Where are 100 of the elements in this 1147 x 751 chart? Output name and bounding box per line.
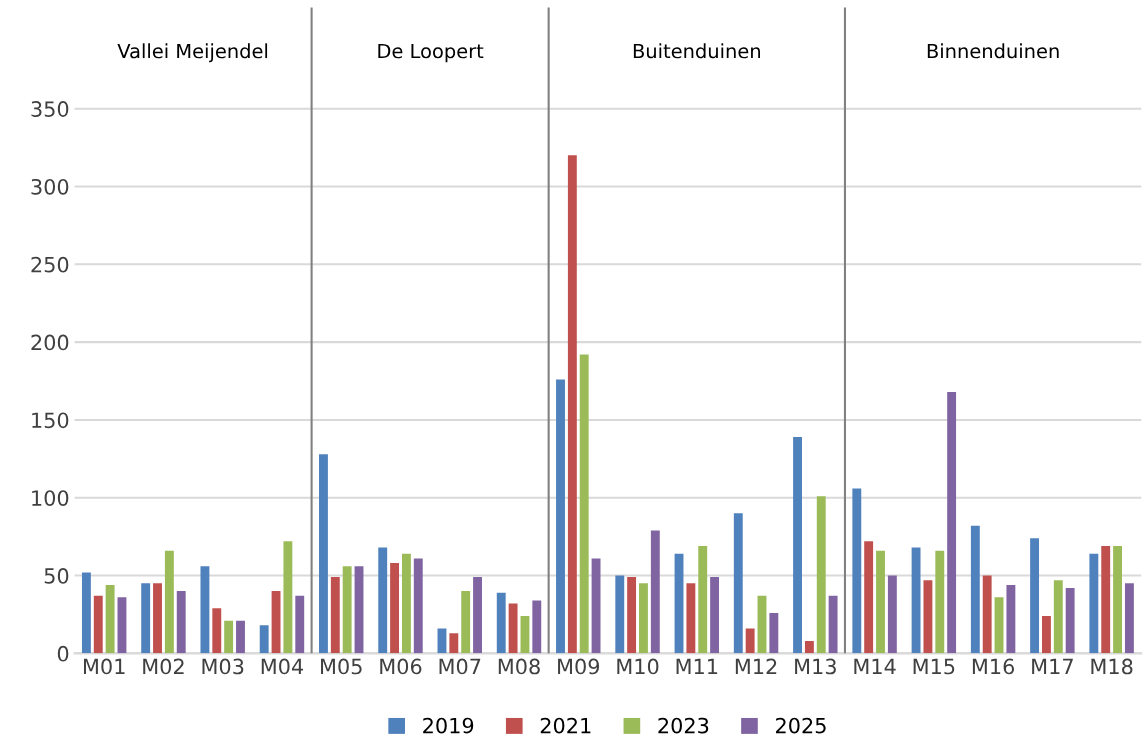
y-tick-label: 200 xyxy=(31,334,69,351)
y-tick-label: 150 xyxy=(32,412,69,429)
annotation: De Loopert xyxy=(378,43,484,63)
bar xyxy=(141,583,151,654)
bar xyxy=(401,553,411,654)
x-tick-label: M08 xyxy=(498,658,540,675)
bar xyxy=(710,577,720,654)
bar xyxy=(1065,588,1075,654)
y-tick-label: 350 xyxy=(31,101,69,117)
y-tick-label: 100 xyxy=(32,490,69,506)
bar xyxy=(236,620,245,654)
annotation: Binnenduinen xyxy=(927,43,1059,59)
bar xyxy=(164,550,174,654)
bar xyxy=(864,541,874,654)
x-tick-label: M11 xyxy=(676,658,718,675)
bar xyxy=(437,628,447,654)
bar xyxy=(200,566,210,654)
bar xyxy=(769,612,779,654)
x-tick-label: M12 xyxy=(735,658,777,675)
bar xyxy=(828,595,838,654)
bar xyxy=(627,577,637,654)
x-tick-label: M09 xyxy=(558,658,600,675)
legend-label: 2019 xyxy=(423,717,474,734)
bar xyxy=(615,575,625,654)
bar xyxy=(271,591,281,654)
bar xyxy=(935,550,945,654)
bar xyxy=(639,583,648,654)
bar xyxy=(390,563,400,654)
bar xyxy=(212,608,222,654)
y-tick-label: 0 xyxy=(57,645,69,662)
bar xyxy=(1089,553,1099,654)
bar xyxy=(532,600,542,654)
bar xyxy=(816,496,826,654)
bar xyxy=(283,541,293,654)
bar xyxy=(1006,584,1016,654)
x-tick-label: M02 xyxy=(143,658,184,675)
x-tick-label: M03 xyxy=(202,658,244,675)
bar xyxy=(876,550,885,654)
x-tick-label: M14 xyxy=(854,658,896,675)
bar xyxy=(887,575,897,654)
bar xyxy=(579,354,589,654)
bar xyxy=(1053,580,1063,654)
x-tick-label: M16 xyxy=(972,658,1015,675)
x-tick-label: M05 xyxy=(321,658,362,675)
bar xyxy=(567,155,577,654)
bar xyxy=(1113,545,1122,654)
bar xyxy=(473,577,482,654)
bar xyxy=(461,591,471,654)
annotation: Buitenduinen xyxy=(633,43,760,59)
bar xyxy=(520,616,530,654)
bar xyxy=(1101,545,1111,654)
legend-label: 2023 xyxy=(658,717,709,734)
y-tick-label: 250 xyxy=(31,256,69,273)
bar xyxy=(911,547,921,654)
bar xyxy=(947,391,957,654)
bar xyxy=(686,583,696,654)
bar xyxy=(378,547,388,654)
bar xyxy=(259,625,269,654)
bar xyxy=(342,566,352,654)
bar xyxy=(117,597,127,654)
bar xyxy=(556,379,565,654)
x-tick-label: M04 xyxy=(261,658,304,675)
bar xyxy=(970,525,980,654)
bar xyxy=(923,580,933,654)
bar xyxy=(330,577,340,654)
y-tick-label: 300 xyxy=(31,178,69,195)
bar xyxy=(804,640,814,654)
x-tick-label: M10 xyxy=(617,658,659,675)
bar xyxy=(793,437,802,654)
bar xyxy=(176,591,186,654)
x-tick-label: M15 xyxy=(913,658,955,675)
bar xyxy=(496,592,506,654)
bar xyxy=(153,583,162,654)
bar xyxy=(319,454,328,654)
bar xyxy=(1030,538,1040,654)
x-tick-label: M17 xyxy=(1032,658,1073,675)
bar xyxy=(354,566,364,654)
bar xyxy=(1124,583,1134,654)
bar xyxy=(224,620,234,654)
bar xyxy=(745,628,755,654)
bar xyxy=(449,633,459,654)
x-tick-label: M06 xyxy=(380,658,422,675)
x-tick-label: M01 xyxy=(83,658,125,675)
bar xyxy=(650,530,660,654)
bar xyxy=(852,488,862,654)
x-tick-label: M18 xyxy=(1091,658,1133,675)
legend-label: 2025 xyxy=(776,717,826,734)
bar xyxy=(93,595,103,654)
x-tick-label: M07 xyxy=(439,658,481,675)
bar xyxy=(733,513,743,654)
y-tick-label: 50 xyxy=(44,568,69,584)
bar xyxy=(591,558,601,654)
bar xyxy=(295,595,305,654)
bar xyxy=(1042,616,1051,654)
legend-label: 2021 xyxy=(540,717,591,734)
x-tick-label: M13 xyxy=(795,658,836,675)
annotation: Vallei Meijendel xyxy=(117,43,268,63)
bar xyxy=(698,545,708,654)
bar xyxy=(81,572,91,654)
bar xyxy=(508,603,518,654)
